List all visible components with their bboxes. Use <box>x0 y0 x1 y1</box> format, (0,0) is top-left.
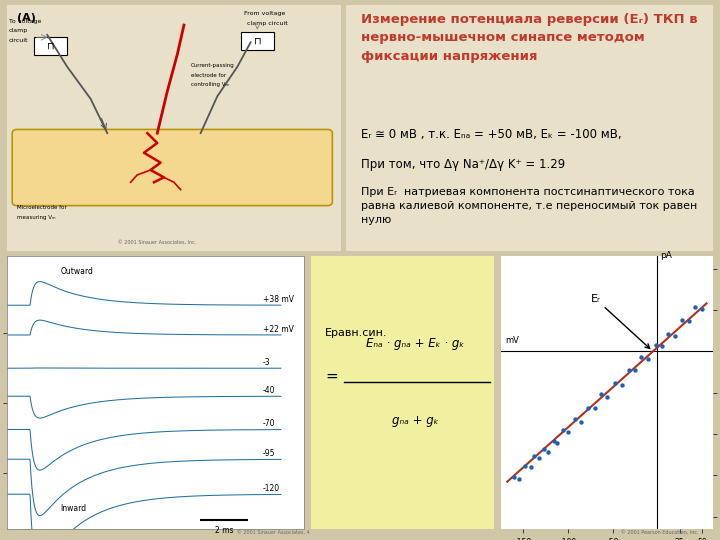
Text: pA: pA <box>660 252 672 260</box>
Point <box>689 302 701 311</box>
Point <box>602 393 613 401</box>
Text: controlling Vₘ: controlling Vₘ <box>191 83 229 87</box>
Text: Inward: Inward <box>60 504 86 513</box>
Point <box>636 353 647 361</box>
Point <box>519 461 531 470</box>
Text: Eᵣ ≅ 0 мВ , т.к. Eₙₐ = +50 мВ, Eₖ = -100 мВ,: Eᵣ ≅ 0 мВ , т.к. Eₙₐ = +50 мВ, Eₖ = -100… <box>361 128 621 141</box>
Point <box>528 451 540 460</box>
Point <box>513 475 525 483</box>
Point <box>576 418 588 427</box>
Point <box>696 305 708 314</box>
Text: To voltage: To voltage <box>9 18 41 24</box>
Point <box>589 403 600 412</box>
Point <box>543 448 554 457</box>
Point <box>608 379 620 387</box>
Text: (A): (A) <box>17 13 36 23</box>
Text: circuit: circuit <box>9 38 28 43</box>
Point <box>548 436 559 445</box>
Point <box>525 463 536 471</box>
Point <box>656 341 667 350</box>
Point <box>643 354 654 363</box>
Text: From voltage: From voltage <box>244 11 285 16</box>
Text: electrode for: electrode for <box>191 73 226 78</box>
Text: ⊓: ⊓ <box>47 41 55 51</box>
Text: Eᵣ: Eᵣ <box>590 294 649 348</box>
Bar <box>240 32 274 50</box>
Point <box>670 332 681 340</box>
Text: ⊓: ⊓ <box>253 36 261 46</box>
Text: -120: -120 <box>263 484 280 493</box>
Point <box>677 315 688 324</box>
Point <box>557 426 569 434</box>
Point <box>616 381 627 389</box>
Text: -95: -95 <box>263 449 275 458</box>
Text: -70: -70 <box>263 420 275 428</box>
Text: -3: -3 <box>263 358 270 367</box>
Bar <box>34 37 67 55</box>
Point <box>629 366 641 375</box>
Text: © 2001 Sinauer Associates, 4: © 2001 Sinauer Associates, 4 <box>238 530 310 535</box>
Point <box>552 439 563 448</box>
Text: © 2001 Sinauer Associates, Inc.: © 2001 Sinauer Associates, Inc. <box>118 240 197 245</box>
Point <box>595 389 607 398</box>
Text: mV: mV <box>505 336 519 345</box>
Text: Outward: Outward <box>60 267 94 276</box>
Text: При том, что Δγ Na⁺/Δγ K⁺ = 1.29: При том, что Δγ Na⁺/Δγ K⁺ = 1.29 <box>361 158 565 171</box>
Text: clamp circuit: clamp circuit <box>247 21 288 26</box>
Point <box>570 415 581 423</box>
Text: При Eᵣ  натриевая компонента постсинаптического тока
равна калиевой компоненте, : При Eᵣ натриевая компонента постсинаптич… <box>361 187 697 225</box>
Point <box>650 340 662 349</box>
Point <box>683 316 694 325</box>
Text: clamp: clamp <box>9 29 28 33</box>
Point <box>623 366 634 375</box>
Text: Eₙₐ · gₙₐ + Eₖ · gₖ: Eₙₐ · gₙₐ + Eₖ · gₖ <box>366 337 464 350</box>
Text: Измерение потенциала реверсии (Eᵣ) ТКП в
нервно-мышечном синапсе методом
фиксаци: Измерение потенциала реверсии (Eᵣ) ТКП в… <box>361 13 697 63</box>
Point <box>534 454 545 462</box>
Text: Current-passing: Current-passing <box>191 63 235 68</box>
Point <box>538 444 549 453</box>
Point <box>662 330 674 339</box>
Point <box>582 404 593 413</box>
Text: © 2001 Pearson Education, Inc.: © 2001 Pearson Education, Inc. <box>621 530 698 535</box>
Point <box>562 428 574 437</box>
Text: +38 mV: +38 mV <box>263 295 294 304</box>
FancyBboxPatch shape <box>12 130 333 206</box>
Text: 2 ms: 2 ms <box>215 526 233 535</box>
Text: Eравн.син.: Eравн.син. <box>325 328 388 338</box>
Text: gₙₐ + gₖ: gₙₐ + gₖ <box>392 414 438 427</box>
Text: measuring Vₘ: measuring Vₘ <box>17 215 55 220</box>
Text: Microelectrode for: Microelectrode for <box>17 205 67 210</box>
Text: +22 mV: +22 mV <box>263 325 294 334</box>
Text: -40: -40 <box>263 386 275 395</box>
Text: =: = <box>325 369 338 384</box>
Point <box>508 473 520 482</box>
